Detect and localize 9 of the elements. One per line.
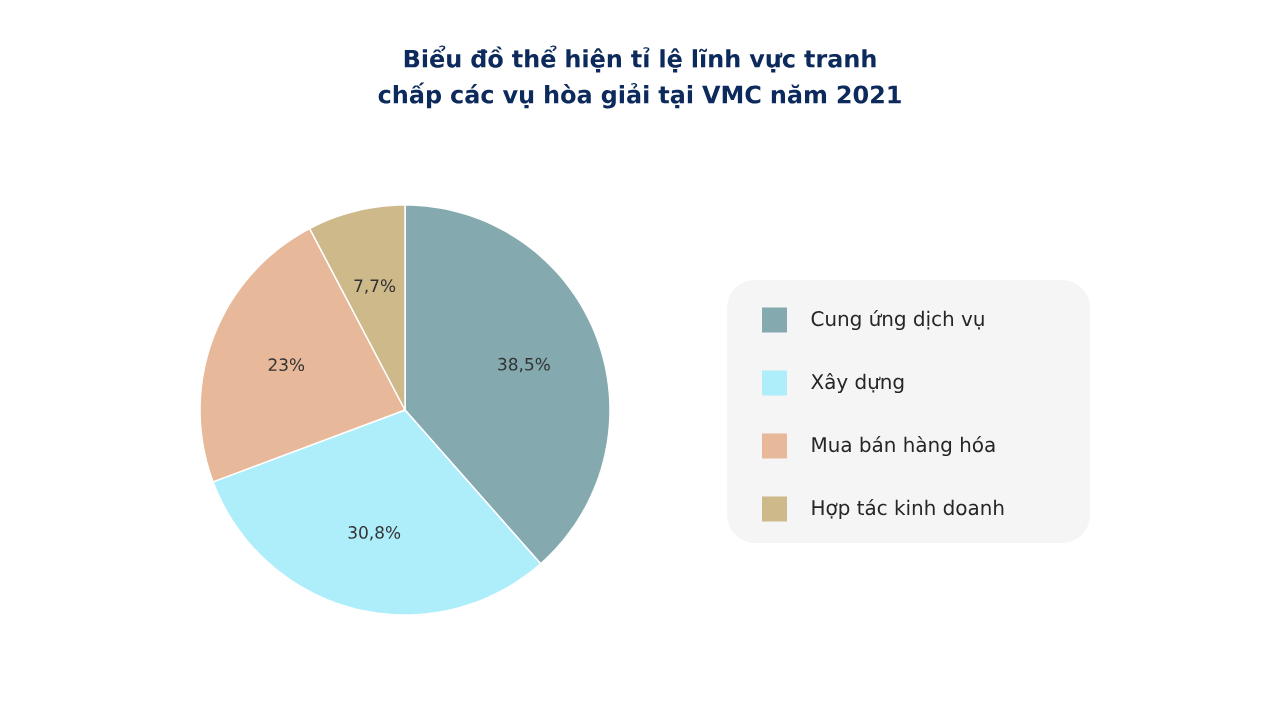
legend-label: Xây dựng [811, 372, 904, 394]
data-label: 23% [268, 358, 305, 372]
legend-label: Mua bán hàng hóa [812, 435, 995, 457]
data-label: 38,5% [498, 357, 550, 373]
data-label: 7,7% [354, 279, 396, 294]
legend-label: Cung ứng dịch vụ [811, 309, 984, 331]
legend-label: Hợp tác kinh doanh [812, 498, 1004, 520]
data-label: 30,8% [348, 526, 401, 541]
chart-title: Biểu đồ thể hiện tỉ lệ lĩnh vực tranh chấp các vụ hòa giải tại VMC năm 2021 [378, 45, 901, 109]
